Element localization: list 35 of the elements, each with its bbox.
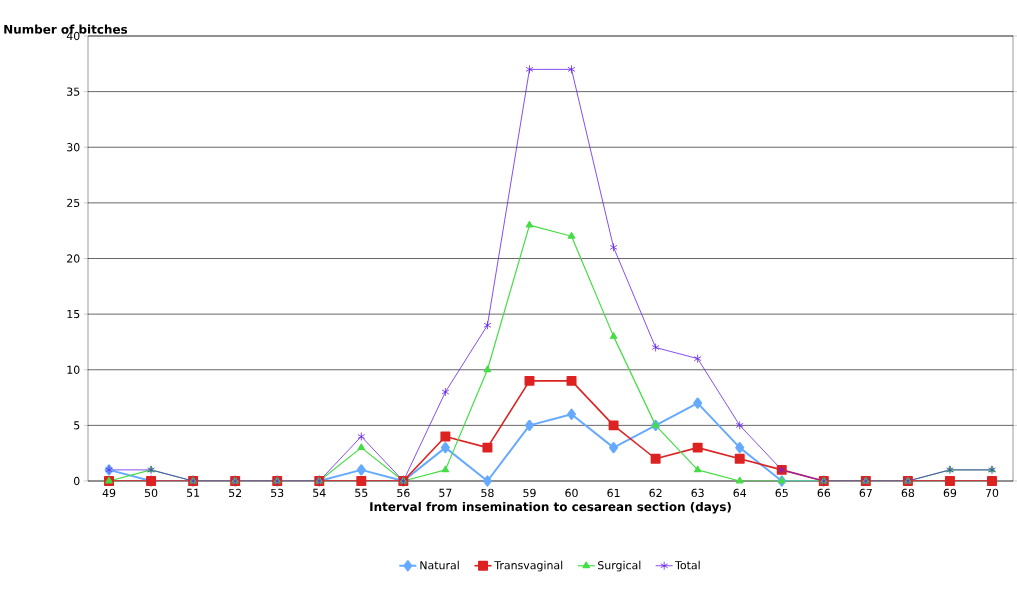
- x-tick-label: 58: [481, 488, 494, 498]
- y-tick-label: 30: [67, 143, 80, 152]
- x-tick-label: 53: [271, 488, 284, 498]
- x-tick-label: 57: [439, 488, 452, 497]
- x-tick-label: 69: [943, 488, 957, 498]
- legend-label: Surgical: [598, 560, 641, 572]
- y-tick-label: 15: [67, 310, 80, 319]
- x-tick-label: 59: [523, 488, 536, 498]
- x-tick-label: 50: [144, 488, 158, 498]
- x-tick-label: 62: [649, 488, 662, 498]
- legend-label: Transvaginal: [494, 560, 563, 572]
- x-tick-label: 51: [186, 488, 200, 497]
- x-tick-label: 70: [985, 488, 999, 498]
- y-tick-label: 20: [67, 254, 80, 263]
- x-tick-label: 66: [817, 488, 831, 498]
- legend-label: Natural: [420, 560, 459, 570]
- x-tick-label: 52: [229, 488, 242, 498]
- y-tick-label: 0: [73, 476, 80, 486]
- x-tick-label: 64: [733, 488, 747, 498]
- x-tick-label: 67: [859, 488, 872, 498]
- y-tick-label: 25: [67, 198, 80, 208]
- x-tick-label: 49: [102, 488, 116, 498]
- y-tick-label: 10: [67, 365, 80, 374]
- y-tick-label: 5: [74, 421, 80, 430]
- x-tick-label: 54: [313, 488, 326, 497]
- y-tick-label: 35: [67, 87, 80, 96]
- x-tick-label: 61: [607, 488, 620, 498]
- x-tick-label: 68: [901, 488, 915, 498]
- x-tick-label: 60: [565, 488, 578, 498]
- x-tick-label: 55: [355, 488, 368, 497]
- x-tick-label: 63: [691, 488, 704, 498]
- legend-label: Total: [675, 560, 700, 570]
- x-tick-label: 65: [775, 488, 788, 498]
- x-axis-title: Interval from insemination to cesarean section (days): [370, 501, 731, 514]
- x-tick-label: 56: [397, 488, 410, 498]
